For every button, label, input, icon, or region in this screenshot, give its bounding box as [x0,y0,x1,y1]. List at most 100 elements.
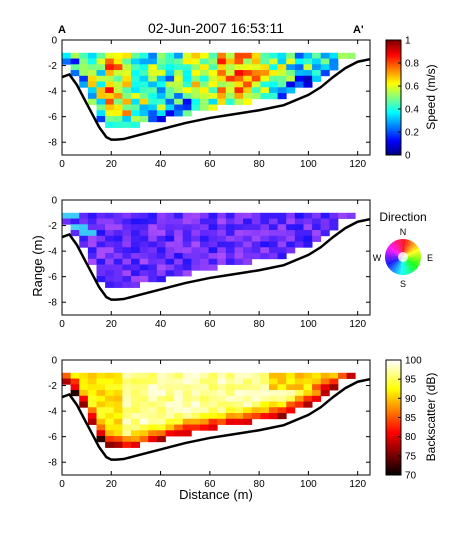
data-cell [217,372,227,379]
data-cell [217,253,227,260]
y-tick-label: -8 [48,138,57,149]
data-cell [174,87,184,94]
data-cell [191,253,201,260]
data-cell [182,264,192,271]
data-cell [268,395,278,402]
data-cell [208,235,218,242]
data-cell [130,104,141,111]
data-cell [87,98,97,105]
data-cell [199,224,209,231]
data-cell [105,212,115,219]
data-cell [268,224,278,231]
backscatter-panel: 0 20 40 60 80 100 120 0 -2 -4 -6 -8 [48,356,371,490]
direction-cells [62,212,356,288]
data-cell [268,81,278,88]
data-cell [294,372,304,379]
data-cell [96,70,106,77]
data-cell [87,413,97,420]
data-cell [79,401,89,408]
data-cell [96,253,106,260]
data-cell [156,264,166,271]
data-cell [156,241,166,248]
data-cell [62,58,72,65]
data-cell [182,413,192,420]
data-cell [234,418,244,425]
data-cell [130,407,141,414]
data-cell [243,384,253,391]
data-cell [130,110,141,117]
colorbar-step [386,68,401,71]
data-cell [251,401,261,408]
data-cell [277,81,287,88]
data-cell [122,230,132,237]
data-cell [165,413,175,420]
data-cell [156,110,166,117]
data-cell [113,372,123,379]
data-cell [182,247,192,254]
data-cell [225,384,235,391]
data-cell [96,98,106,105]
data-cell [191,395,201,402]
data-cell [243,87,253,94]
data-cell [199,378,209,385]
data-cell [130,436,141,443]
data-cell [329,212,339,219]
colorbar-step [386,54,401,57]
data-cell [87,52,97,59]
data-cell [217,413,227,420]
data-cell [139,241,149,248]
colorbar-step [386,119,401,122]
x-tick-label: 0 [59,159,65,170]
backscatter-colorbar-ticks: 70 75 80 85 90 95 100 [398,356,422,482]
data-cell [105,247,115,254]
data-cell [294,52,304,59]
data-cell [268,372,278,379]
data-cell [182,372,192,379]
data-cell [217,230,227,237]
data-cell [139,418,149,425]
data-cell [243,212,253,219]
data-cell [62,372,72,379]
data-cell [243,218,253,225]
data-cell [191,87,201,94]
data-cell [87,258,97,265]
data-cell [182,418,192,425]
data-cell [96,212,106,219]
data-cell [191,390,201,397]
colorbar-step [386,48,401,52]
data-cell [320,372,330,379]
data-cell [139,235,149,242]
data-cell [234,395,244,402]
data-cell [87,390,97,397]
colorbar-step [386,66,401,70]
data-cell [105,70,115,77]
data-cell [303,64,313,71]
colorbar-tick-label: 0.4 [405,105,419,116]
data-cell [113,241,123,248]
x-tick-label: 80 [254,159,266,170]
colorbar-step [386,111,401,115]
data-cell [156,401,166,408]
data-cell [105,281,115,288]
data-cell [130,116,141,123]
data-cell [191,424,201,431]
data-cell [87,372,97,379]
data-cell [234,384,244,391]
bed-profile-line [61,57,371,141]
data-cell [156,93,166,100]
data-cell [130,218,141,225]
data-cell [225,52,235,59]
data-cell [139,212,149,219]
data-cell [191,70,201,77]
data-cell [174,418,184,425]
data-cell [208,424,218,431]
colorbar-step [386,370,401,373]
colorbar-step [386,406,401,409]
data-cell [208,52,218,59]
data-cell [277,247,287,254]
y-axis-label: Range (m) [30,235,45,296]
data-cell [251,247,261,254]
data-cell [225,413,235,420]
data-cell [105,264,115,271]
data-cell [286,378,296,385]
